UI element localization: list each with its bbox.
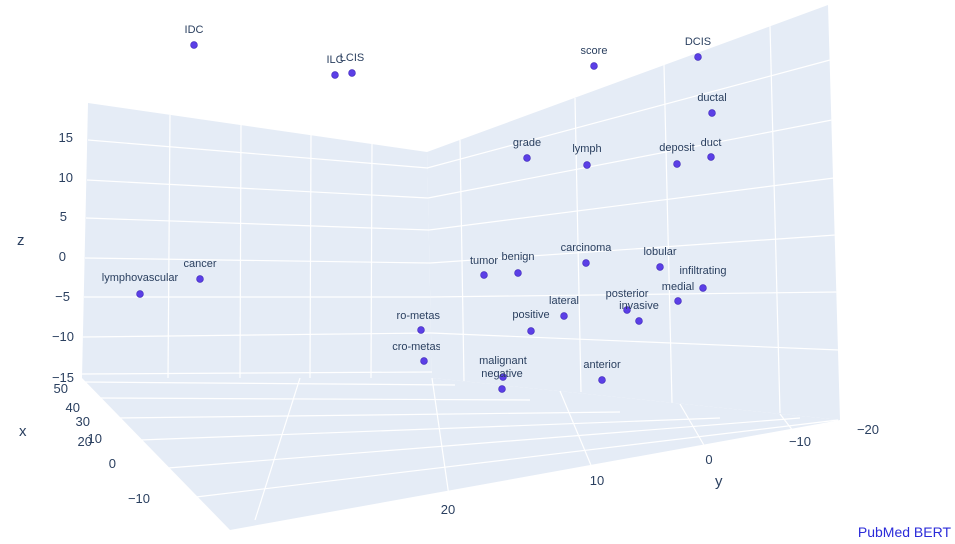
point-label: LCIS [340, 52, 364, 64]
data-point [331, 71, 339, 79]
point-label: lymphovascular [102, 272, 179, 284]
z-tick: −10 [52, 329, 74, 344]
point-label: benign [501, 251, 534, 263]
x-tick: 50 [54, 381, 68, 396]
z-tick: −5 [55, 289, 70, 304]
z-tick: 5 [60, 209, 67, 224]
point-label: anterior [583, 359, 621, 371]
data-point [498, 385, 506, 393]
data-point [656, 263, 664, 271]
x-axis-title: x [19, 423, 27, 440]
z-tick: 0 [59, 249, 66, 264]
data-point [707, 153, 715, 161]
point-label: ILC [326, 54, 343, 66]
y-tick: −20 [857, 422, 879, 437]
data-points [136, 41, 716, 393]
data-point [527, 327, 535, 335]
data-point [674, 297, 682, 305]
data-point [480, 271, 488, 279]
x-tick: 20 [78, 434, 92, 449]
data-point [598, 376, 606, 384]
point-label: cancer [183, 258, 216, 270]
z-axis-title: z [17, 232, 25, 249]
point-label: score [581, 45, 608, 57]
x-tick: 0 [109, 456, 116, 471]
z-tick: 15 [59, 130, 73, 145]
back-wall-right [427, 5, 840, 420]
data-point [694, 53, 702, 61]
point-label: deposit [659, 142, 694, 154]
point-label: micro-metastasis [379, 310, 463, 322]
data-point [499, 373, 507, 381]
y-tick-labels: 20 10 0 −10 −20 [441, 422, 879, 517]
floor-grid [83, 377, 839, 521]
point-label: grade [513, 137, 541, 149]
data-point [623, 306, 631, 314]
point-label: negative [481, 368, 523, 380]
x-tick-labels: 50 40 30 20 10 0 −10 [54, 381, 150, 506]
x-tick: 30 [76, 414, 90, 429]
data-point [514, 269, 522, 277]
data-point [420, 357, 428, 365]
point-label: invasive [619, 300, 659, 312]
y-tick: 10 [590, 473, 604, 488]
left-wall-grid [81, 114, 433, 379]
data-point [136, 290, 144, 298]
z-tick-labels: 15 10 5 0 −5 −10 −15 [52, 130, 74, 385]
data-point [196, 275, 204, 283]
z-tick: 10 [59, 170, 73, 185]
x-tick: 10 [88, 431, 102, 446]
y-axis-title: y [715, 473, 723, 490]
point-label: lobular [643, 246, 676, 258]
y-tick: −10 [789, 434, 811, 449]
z-tick: −15 [52, 370, 74, 385]
data-point [190, 41, 198, 49]
data-point [699, 284, 707, 292]
point-label: ductal [697, 92, 726, 104]
x-tick: −10 [128, 491, 150, 506]
y-tick: 20 [441, 502, 455, 517]
point-label: malignant [479, 355, 527, 367]
point-label: medial [662, 281, 694, 293]
point-label: posterior [606, 288, 649, 300]
data-point [590, 62, 598, 70]
point-label: micro-metastases [381, 341, 468, 353]
x-tick: 40 [66, 400, 80, 415]
chart-caption: PubMed BERT [857, 524, 951, 540]
data-point [673, 160, 681, 168]
point-label: carcinoma [561, 242, 613, 254]
point-label: infiltrating [679, 265, 726, 277]
data-point [560, 312, 568, 320]
data-point [582, 259, 590, 267]
y-tick: 0 [705, 452, 712, 467]
point-label: positive [512, 309, 549, 321]
point-label: lymph [572, 143, 601, 155]
data-point [635, 317, 643, 325]
point-label: duct [701, 137, 722, 149]
right-wall-grid [427, 25, 840, 414]
data-point [523, 154, 531, 162]
data-point [708, 109, 716, 117]
data-point [417, 326, 425, 334]
point-label: tumor [470, 255, 498, 267]
point-label: lateral [549, 295, 579, 307]
data-point [348, 69, 356, 77]
point-label: DCIS [685, 36, 711, 48]
point-label: IDC [185, 24, 204, 36]
data-point [583, 161, 591, 169]
